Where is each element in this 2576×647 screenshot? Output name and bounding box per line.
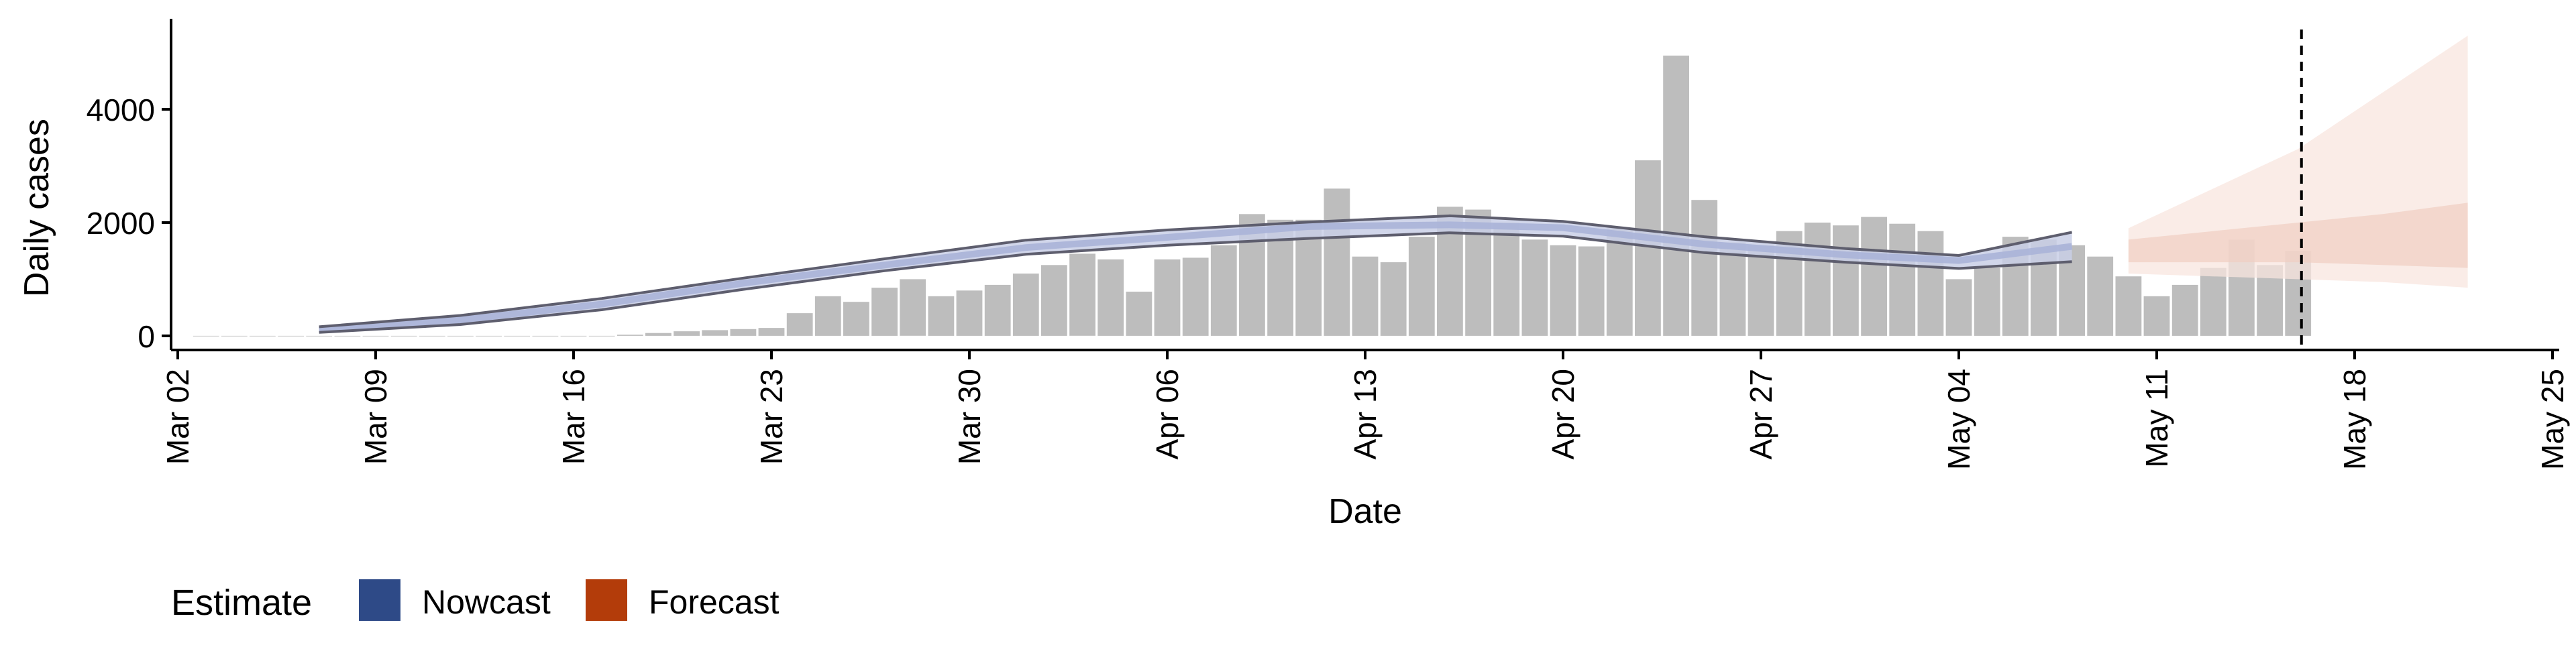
- case-bar: [871, 288, 898, 336]
- case-bar: [1917, 231, 1944, 336]
- case-bar: [1748, 245, 1774, 336]
- case-bar: [221, 335, 248, 337]
- case-bar: [956, 290, 983, 336]
- case-bar: [1663, 55, 1689, 336]
- y-tick-label: 0: [138, 319, 155, 354]
- case-bar: [2115, 276, 2142, 336]
- case-bar: [1833, 225, 1859, 336]
- x-tick-label: May 25: [2535, 369, 2570, 470]
- case-bar: [2087, 256, 2114, 336]
- case-bar: [758, 328, 785, 336]
- case-bar: [1324, 188, 1350, 336]
- x-tick-label: May 11: [2139, 369, 2174, 467]
- x-tick-label: Mar 30: [952, 369, 987, 465]
- legend: Estimate Nowcast Forecast: [171, 579, 780, 623]
- x-tick-label: Apr 20: [1546, 369, 1580, 460]
- case-bar: [419, 335, 445, 337]
- legend-title: Estimate: [171, 583, 312, 623]
- case-bar: [362, 335, 389, 337]
- case-bar: [278, 335, 304, 337]
- case-bar: [532, 335, 559, 337]
- axes: 0 2000 4000 Mar 02 Mar 09 Mar 16 Mar 23 Mar 30 A…: [87, 19, 2570, 470]
- case-bar: [1182, 257, 1209, 336]
- x-tick-label: May 04: [1941, 369, 1976, 470]
- case-bar: [843, 302, 869, 336]
- y-axis-title: Daily cases: [17, 119, 56, 297]
- x-tick-label: Apr 27: [1743, 369, 1778, 460]
- x-tick-label: Apr 13: [1348, 369, 1383, 460]
- plot-area: [193, 30, 2468, 350]
- case-bar: [1097, 259, 1124, 336]
- case-bar: [250, 335, 276, 337]
- case-bar: [1352, 256, 1379, 336]
- case-bar: [900, 279, 926, 336]
- nowcast-upper-line: [319, 214, 2073, 329]
- case-bar: [390, 335, 417, 337]
- case-bar: [984, 284, 1011, 336]
- x-tick-label: May 18: [2337, 369, 2372, 470]
- legend-label: Nowcast: [422, 583, 551, 621]
- x-axis-title: Date: [1328, 492, 1402, 531]
- nowcast-lower-line: [319, 231, 2072, 334]
- y-tick-label: 4000: [87, 93, 155, 127]
- case-bar: [1069, 253, 1095, 336]
- legend-label: Forecast: [649, 583, 780, 621]
- case-bar: [730, 329, 757, 336]
- forecast-band-50: [2128, 202, 2468, 268]
- case-bar: [786, 313, 813, 336]
- case-bar: [2171, 284, 2198, 336]
- x-tick-label: Mar 16: [556, 369, 591, 465]
- case-bar: [616, 335, 643, 336]
- case-bar: [193, 335, 219, 337]
- case-bar: [306, 335, 333, 337]
- case-bar: [1691, 200, 1718, 336]
- case-bar: [588, 335, 615, 337]
- case-bar: [1550, 245, 1576, 336]
- case-bar: [560, 335, 587, 337]
- case-bar: [1126, 292, 1152, 336]
- case-bar: [1606, 228, 1633, 336]
- case-bar: [1974, 268, 2000, 336]
- case-bar: [1012, 274, 1039, 336]
- case-bar: [1578, 246, 1605, 336]
- case-bar: [1521, 239, 1548, 336]
- case-bar: [814, 296, 841, 336]
- case-bar: [334, 335, 361, 337]
- case-bar: [1041, 265, 1067, 336]
- case-bar: [2200, 268, 2226, 336]
- x-tick-label: Apr 06: [1150, 369, 1185, 460]
- case-bar: [1210, 245, 1237, 336]
- case-bar: [674, 331, 700, 336]
- case-bar: [1945, 279, 1972, 336]
- case-bar: [928, 296, 955, 336]
- case-bar: [1804, 223, 1831, 336]
- x-tick-label: Mar 02: [160, 369, 195, 465]
- case-bar: [1493, 223, 1520, 336]
- legend-items: Nowcast Forecast: [359, 579, 780, 621]
- case-bar: [1154, 259, 1181, 336]
- case-bar: [1408, 237, 1435, 336]
- legend-key: [586, 579, 627, 621]
- case-bar: [1861, 217, 1887, 336]
- nowcast-median-line: [319, 221, 2073, 334]
- case-bar: [1889, 223, 1916, 336]
- case-bar: [2143, 296, 2170, 336]
- case-bar: [504, 335, 531, 337]
- y-tick-label: 2000: [87, 206, 155, 241]
- case-bar: [645, 333, 672, 336]
- case-bar: [476, 335, 502, 337]
- x-tick-label: Mar 09: [358, 369, 393, 465]
- case-bar: [447, 335, 474, 337]
- case-bar: [702, 330, 729, 336]
- case-bar: [1380, 262, 1407, 336]
- x-tick-label: Mar 23: [754, 369, 789, 465]
- case-bar: [1719, 242, 1746, 336]
- legend-key: [359, 579, 400, 621]
